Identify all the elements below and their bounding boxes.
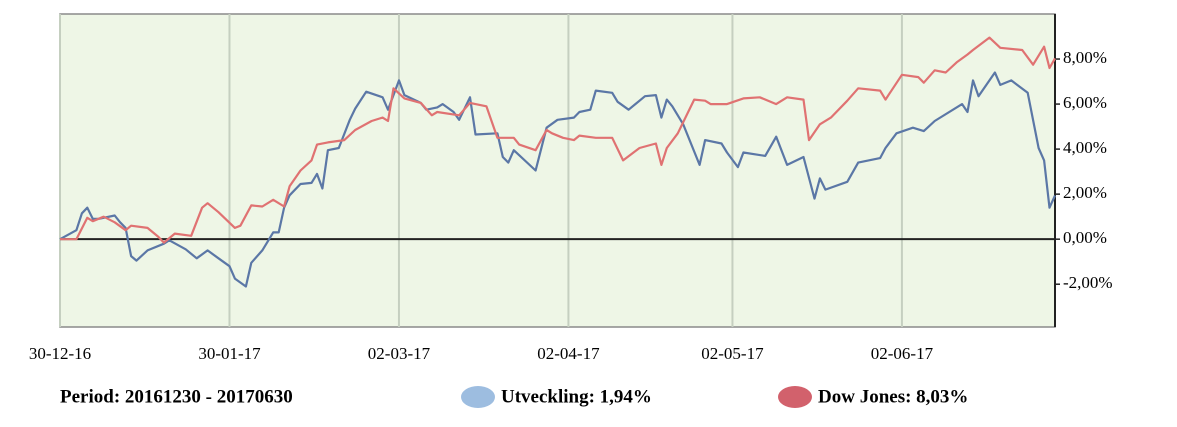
series-line: [60, 36, 1056, 244]
y-tick-label: 4,00%: [1063, 138, 1107, 157]
y-tick-label: -2,00%: [1063, 273, 1113, 292]
x-tick-label: 02-06-17: [871, 344, 934, 363]
legend-label: Utveckling: 1,94%: [501, 386, 652, 407]
period-label: Period: 20161230 - 20170630: [60, 386, 293, 407]
plot-background: [59, 13, 1056, 328]
y-tick-label: 8,00%: [1063, 48, 1107, 67]
legend-swatch: [461, 386, 495, 408]
x-tick-label: 02-03-17: [368, 344, 431, 363]
x-tick-label: 30-01-17: [198, 344, 261, 363]
series-line: [59, 71, 1057, 288]
y-tick-label: 6,00%: [1063, 93, 1107, 112]
x-tick-label: 30-12-16: [29, 344, 91, 363]
y-tick-label: 2,00%: [1063, 183, 1107, 202]
legend-label: Dow Jones: 8,03%: [818, 386, 968, 407]
x-tick-label: 02-04-17: [537, 344, 600, 363]
legend-swatch: [778, 386, 812, 408]
y-tick-label: 0,00%: [1063, 228, 1107, 247]
x-tick-label: 02-05-17: [701, 344, 764, 363]
